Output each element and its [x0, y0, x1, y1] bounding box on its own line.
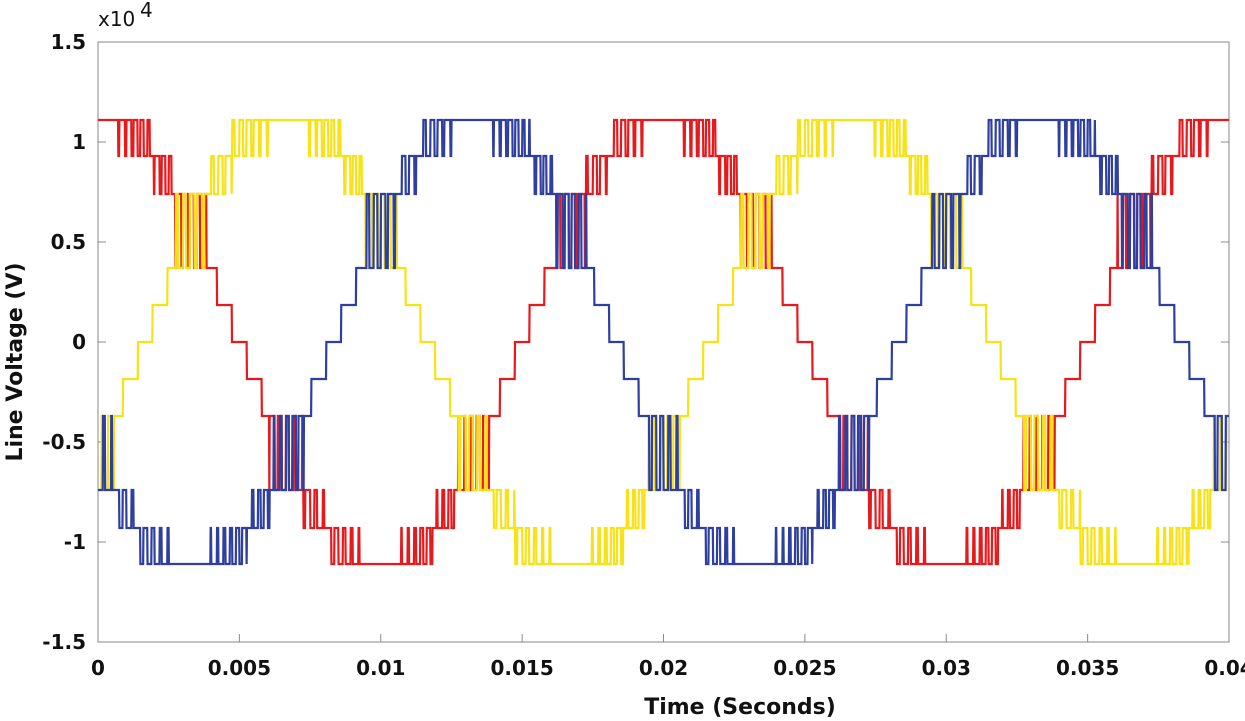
- x-tick-label: 0.035: [1056, 656, 1119, 680]
- y-axis-title: Line Voltage (V): [3, 262, 28, 461]
- y-tick-label: -1: [64, 530, 86, 554]
- y-tick-label: 1: [72, 130, 86, 154]
- y-tick-label: -1.5: [42, 630, 86, 654]
- x-tick-label: 0.03: [922, 656, 971, 680]
- x-tick-label: 0.005: [208, 656, 271, 680]
- y-tick-label: -0.5: [42, 430, 86, 454]
- x-tick-label: 0.04: [1204, 656, 1245, 680]
- x-tick-label: 0.025: [773, 656, 836, 680]
- y-scale-exponent: 4: [140, 0, 153, 22]
- x-tick-label: 0.02: [639, 656, 688, 680]
- y-tick-label: 0.5: [51, 230, 86, 254]
- y-tick-label: 0: [72, 330, 86, 354]
- y-tick-label: 1.5: [51, 30, 86, 54]
- series-layer: [98, 118, 1229, 566]
- series-line-phase-c: [98, 118, 1229, 566]
- x-axis-title: Time (Seconds): [644, 695, 836, 720]
- x-tick-label: 0: [91, 656, 105, 680]
- plot-area: [97, 41, 1230, 643]
- y-tick-labels: 1.5 1 0.5 0 -0.5 -1 -1.5: [42, 30, 86, 654]
- x-tick-labels: 0 0.005 0.01 0.015 0.02 0.025 0.03 0.035 0.04: [91, 656, 1245, 680]
- y-scale-base: x10: [98, 7, 135, 31]
- x-tick-label: 0.015: [490, 656, 553, 680]
- x-tick-label: 0.01: [356, 656, 405, 680]
